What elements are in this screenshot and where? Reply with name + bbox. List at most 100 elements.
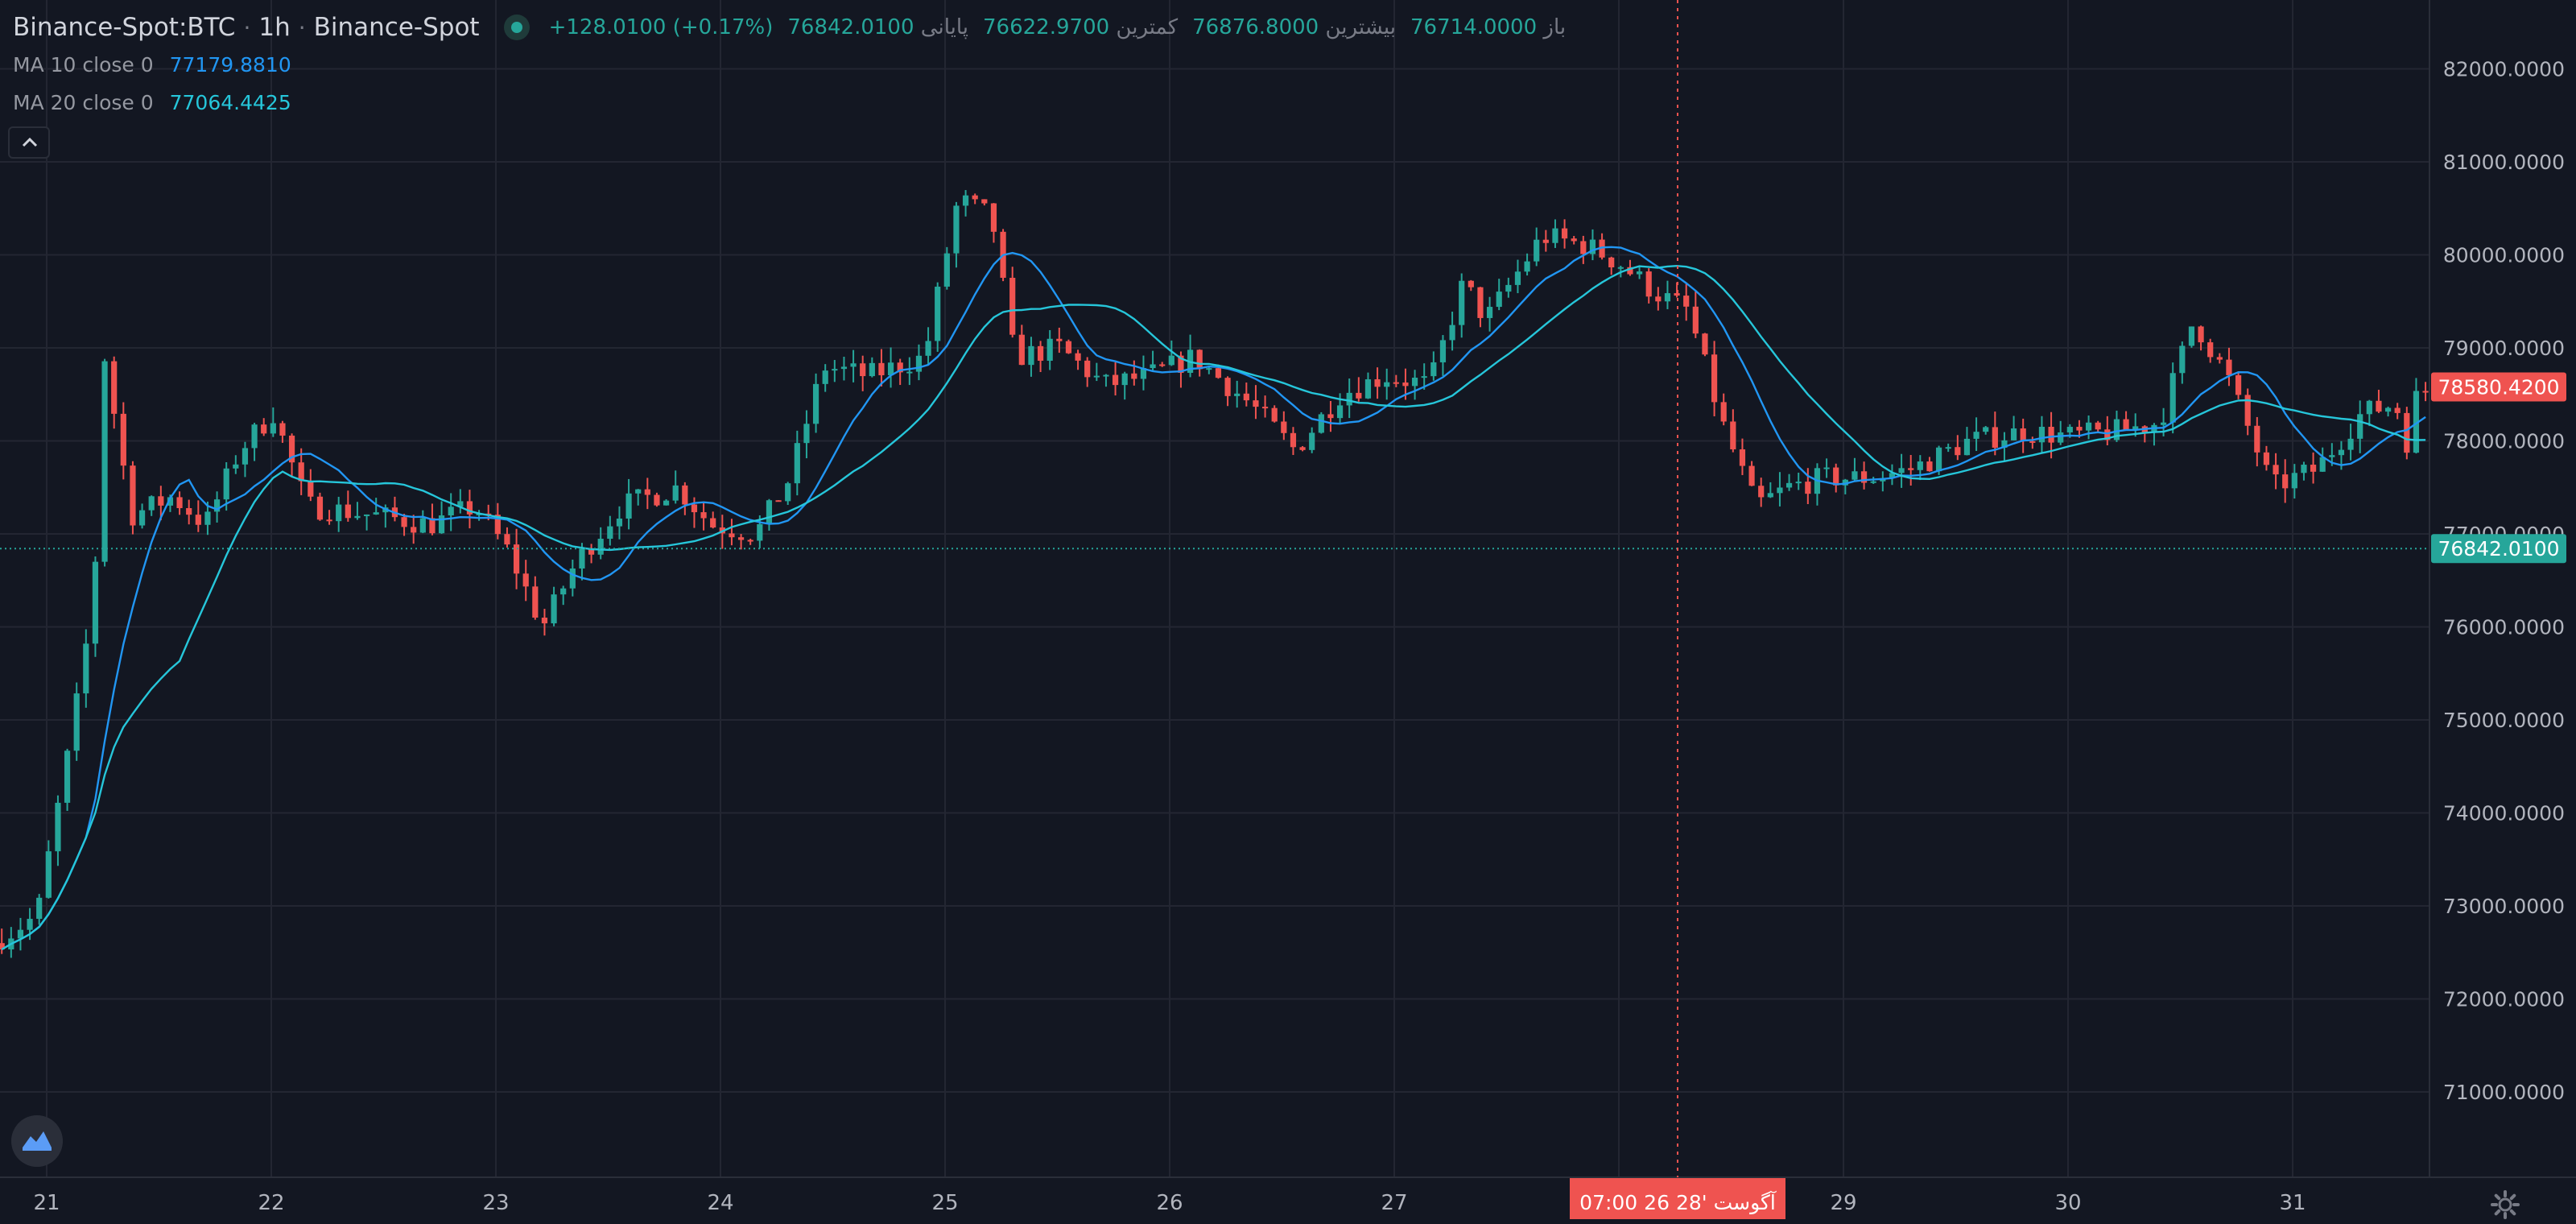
candle-body[interactable] bbox=[2404, 412, 2410, 453]
candle-body[interactable] bbox=[2291, 473, 2297, 489]
candle-body[interactable] bbox=[1028, 345, 1034, 366]
candle-body[interactable] bbox=[1608, 257, 1615, 267]
candle-body[interactable] bbox=[1542, 239, 1549, 243]
candle-body[interactable] bbox=[766, 500, 773, 524]
candle-body[interactable] bbox=[1065, 341, 1072, 354]
candle-body[interactable] bbox=[832, 369, 838, 371]
candle-body[interactable] bbox=[1730, 421, 1736, 450]
candle-body[interactable] bbox=[943, 253, 950, 287]
candle-body[interactable] bbox=[616, 518, 623, 527]
candle-body[interactable] bbox=[167, 497, 174, 506]
candle-body[interactable] bbox=[869, 362, 875, 377]
candle-body[interactable] bbox=[373, 512, 379, 515]
ma10-line[interactable] bbox=[1, 246, 2426, 951]
candle-body[interactable] bbox=[270, 423, 276, 434]
candle-body[interactable] bbox=[2058, 432, 2064, 443]
candle-body[interactable] bbox=[1112, 374, 1119, 386]
candle-body[interactable] bbox=[1318, 414, 1324, 433]
candle-body[interactable] bbox=[1253, 400, 1259, 407]
candle-body[interactable] bbox=[1889, 473, 1896, 478]
candle-body[interactable] bbox=[812, 383, 819, 424]
candle-body[interactable] bbox=[672, 485, 679, 501]
candle-body[interactable] bbox=[2338, 449, 2345, 456]
candle-body[interactable] bbox=[1439, 340, 1447, 362]
candle-body[interactable] bbox=[1702, 333, 1708, 355]
candle-body[interactable] bbox=[1056, 338, 1063, 341]
candle-body[interactable] bbox=[981, 199, 988, 204]
candle-body[interactable] bbox=[1486, 307, 1493, 318]
candle-body[interactable] bbox=[2347, 438, 2354, 450]
candle-body[interactable] bbox=[757, 523, 763, 541]
candle-body[interactable] bbox=[1261, 407, 1269, 409]
candle-body[interactable] bbox=[588, 548, 595, 555]
candle-body[interactable] bbox=[1795, 482, 1802, 484]
candle-body[interactable] bbox=[1777, 487, 1783, 494]
candle-body[interactable] bbox=[1271, 407, 1278, 422]
candle-body[interactable] bbox=[336, 504, 342, 522]
candle-body[interactable] bbox=[411, 527, 417, 533]
candle-body[interactable] bbox=[597, 539, 604, 555]
candle-body[interactable] bbox=[1917, 461, 1923, 470]
candle-body[interactable] bbox=[438, 515, 445, 534]
candle-body[interactable] bbox=[2001, 440, 2008, 448]
candle-body[interactable] bbox=[1224, 378, 1231, 396]
candle-body[interactable] bbox=[1505, 284, 1512, 292]
tradingview-logo-icon[interactable] bbox=[11, 1115, 63, 1167]
candle-body[interactable] bbox=[1281, 421, 1287, 433]
candle-body[interactable] bbox=[354, 515, 361, 519]
candle-body[interactable] bbox=[953, 205, 960, 254]
candle-body[interactable] bbox=[101, 361, 108, 562]
candle-body[interactable] bbox=[1758, 486, 1765, 498]
candle-body[interactable] bbox=[1935, 447, 1942, 472]
candle-body[interactable] bbox=[223, 468, 229, 500]
candle-body[interactable] bbox=[1075, 353, 1081, 361]
candle-body[interactable] bbox=[522, 573, 529, 587]
candle-body[interactable] bbox=[64, 751, 71, 803]
candle-body[interactable] bbox=[1842, 479, 1848, 486]
collapse-legend-button[interactable] bbox=[8, 126, 50, 159]
candle-body[interactable] bbox=[1805, 482, 1811, 494]
candle-body[interactable] bbox=[1739, 449, 1746, 466]
candle-body[interactable] bbox=[513, 544, 520, 574]
candle-body[interactable] bbox=[1767, 493, 1773, 498]
candle-body[interactable] bbox=[2198, 326, 2204, 343]
candle-body[interactable] bbox=[2263, 452, 2270, 465]
candle-body[interactable] bbox=[504, 534, 510, 545]
candle-body[interactable] bbox=[2329, 455, 2335, 457]
candle-body[interactable] bbox=[2235, 374, 2242, 395]
candle-body[interactable] bbox=[1720, 402, 1727, 422]
candle-body[interactable] bbox=[729, 533, 735, 538]
candle-body[interactable] bbox=[2366, 400, 2372, 415]
candle-body[interactable] bbox=[345, 504, 351, 519]
candle-body[interactable] bbox=[1955, 447, 1961, 456]
candle-body[interactable] bbox=[1983, 427, 1989, 432]
candle-body[interactable] bbox=[1327, 414, 1334, 419]
candle-body[interactable] bbox=[1290, 432, 1297, 448]
candle-body[interactable] bbox=[92, 561, 99, 644]
candle-body[interactable] bbox=[569, 568, 576, 589]
candle-body[interactable] bbox=[2048, 427, 2054, 443]
candle-body[interactable] bbox=[242, 448, 249, 465]
candle-body[interactable] bbox=[120, 413, 126, 466]
candle-body[interactable] bbox=[45, 851, 52, 898]
candle-body[interactable] bbox=[2029, 440, 2036, 443]
candle-body[interactable] bbox=[925, 341, 931, 356]
candle-body[interactable] bbox=[2038, 427, 2046, 443]
ma20-legend[interactable]: MA 20 close 0 77064.4425 bbox=[13, 88, 291, 117]
candle-body[interactable] bbox=[2113, 419, 2120, 440]
candle-body[interactable] bbox=[429, 518, 436, 534]
candle-body[interactable] bbox=[1992, 427, 1998, 448]
candle-body[interactable] bbox=[972, 195, 978, 200]
candle-body[interactable] bbox=[1402, 382, 1409, 387]
candle-body[interactable] bbox=[298, 462, 304, 482]
candle-body[interactable] bbox=[1945, 447, 1951, 449]
candle-body[interactable] bbox=[1206, 368, 1212, 370]
candle-body[interactable] bbox=[1468, 280, 1474, 287]
candle-body[interactable] bbox=[878, 362, 885, 375]
candle-body[interactable] bbox=[138, 510, 146, 526]
candle-body[interactable] bbox=[1121, 373, 1128, 386]
candle-body[interactable] bbox=[2254, 425, 2260, 453]
candle-body[interactable] bbox=[1178, 355, 1184, 373]
candle-body[interactable] bbox=[2169, 373, 2176, 423]
